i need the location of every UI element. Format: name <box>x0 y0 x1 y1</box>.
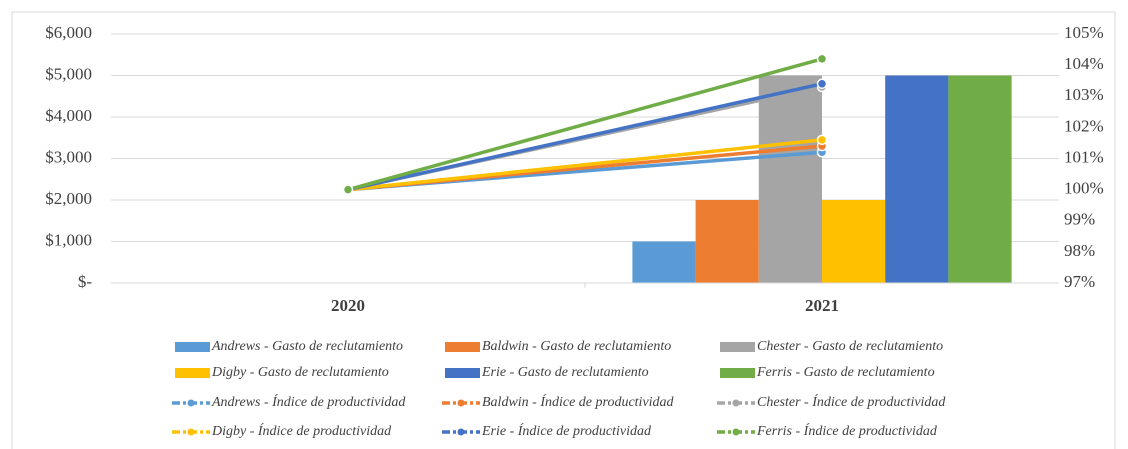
bar <box>632 241 696 283</box>
legend-swatch <box>445 342 480 352</box>
y-tick-label: $- <box>78 272 93 291</box>
legend-label: Ferris - Índice de productividad <box>756 422 938 439</box>
line <box>346 138 824 192</box>
bar <box>758 75 822 283</box>
legend-marker <box>187 428 195 436</box>
legend-marker <box>732 428 740 436</box>
legend-swatch <box>445 368 480 378</box>
line-marker <box>342 184 354 195</box>
line <box>346 82 824 192</box>
y2-tick-label: 103% <box>1064 85 1104 104</box>
y-tick-label: $1,000 <box>45 230 92 249</box>
line-marker <box>816 78 828 90</box>
legend-label: Baldwin - Gasto de reclutamiento <box>482 339 671 354</box>
y-tick-label: $4,000 <box>45 106 92 125</box>
line <box>346 57 824 192</box>
legend-label: Ferris - Gasto de reclutamiento <box>756 365 935 380</box>
legend-marker <box>457 399 465 407</box>
x-tick-label: 2020 <box>331 296 365 315</box>
y2-tick-label: 102% <box>1064 116 1104 135</box>
legend-label: Digby - Gasto de reclutamiento <box>211 365 389 380</box>
y2-tick-label: 97% <box>1064 272 1095 291</box>
bar <box>695 200 759 283</box>
y-tick-label: $5,000 <box>45 64 92 83</box>
y2-tick-label: 101% <box>1064 147 1104 166</box>
y-tick-label: $2,000 <box>45 189 92 208</box>
legend-swatch <box>720 368 755 378</box>
bar <box>885 75 949 283</box>
legend-swatch <box>175 342 210 352</box>
line-marker <box>816 134 828 146</box>
y-tick-label: $3,000 <box>45 147 92 166</box>
y2-tick-label: 99% <box>1064 210 1095 229</box>
legend-label: Erie - Índice de productividad <box>481 422 652 439</box>
legend-label: Erie - Gasto de reclutamiento <box>481 365 649 380</box>
line-marker <box>816 53 828 65</box>
bar <box>948 75 1012 283</box>
legend-label: Digby - Índice de productividad <box>211 422 392 439</box>
x-tick-label: 2021 <box>805 296 839 315</box>
y2-tick-label: 100% <box>1064 179 1104 198</box>
legend-label: Baldwin - Índice de productividad <box>482 393 675 410</box>
legend-label: Chester - Gasto de reclutamiento <box>757 339 943 354</box>
legend-marker <box>457 428 465 436</box>
legend-swatch <box>720 342 755 352</box>
y2-tick-label: 105% <box>1064 23 1104 42</box>
y2-tick-label: 104% <box>1064 54 1104 73</box>
legend-label: Chester - Índice de productividad <box>757 393 946 410</box>
legend-marker <box>187 399 195 407</box>
legend-marker <box>732 399 740 407</box>
y2-tick-label: 98% <box>1064 241 1095 260</box>
y-tick-label: $6,000 <box>45 23 92 42</box>
legend-swatch <box>175 368 210 378</box>
legend-label: Andrews - Índice de productividad <box>211 393 406 410</box>
legend-label: Andrews - Gasto de reclutamiento <box>211 339 403 354</box>
bar <box>822 200 886 283</box>
